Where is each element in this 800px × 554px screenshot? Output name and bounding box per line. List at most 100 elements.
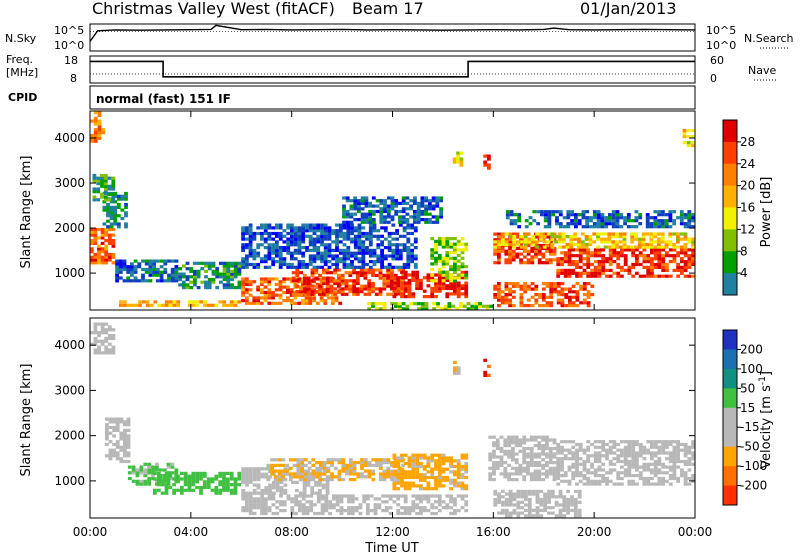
heatmap-cell	[611, 240, 616, 244]
heatmap-cell	[306, 276, 311, 280]
heatmap-cell	[267, 254, 272, 258]
heatmap-cell	[631, 479, 636, 483]
heatmap-cell	[363, 268, 368, 272]
heatmap-cell	[108, 451, 113, 455]
heatmap-cell	[411, 494, 416, 498]
heatmap-cell	[527, 240, 532, 244]
heatmap-cell	[296, 463, 301, 467]
heatmap-cell	[166, 462, 171, 466]
heatmap-cell	[668, 260, 673, 264]
heatmap-cell	[155, 279, 160, 283]
heatmap-cell	[543, 225, 548, 229]
heatmap-cell	[347, 511, 351, 516]
heatmap-cell	[379, 218, 384, 222]
heatmap-cell	[582, 298, 587, 302]
heatmap-cell	[357, 199, 361, 203]
heatmap-cell	[164, 303, 169, 307]
heatmap-cell	[556, 482, 561, 486]
heatmap-cell	[357, 231, 362, 236]
heatmap-cell	[293, 237, 298, 241]
heatmap-cell	[245, 277, 249, 281]
heatmap-cell	[256, 288, 260, 292]
heatmap-cell	[630, 240, 635, 244]
heatmap-cell	[589, 225, 593, 229]
heatmap-cell	[335, 246, 339, 250]
heatmap-cell	[245, 497, 249, 501]
heatmap-cell	[332, 506, 336, 510]
heatmap-cell	[126, 454, 131, 458]
heatmap-cell	[407, 487, 412, 491]
heatmap-cell	[552, 252, 557, 256]
heatmap-cell	[360, 466, 364, 470]
heatmap-cell	[119, 457, 124, 461]
heatmap-cell	[541, 449, 545, 453]
heatmap-cell	[119, 434, 124, 438]
heatmap-cell	[497, 287, 501, 291]
heatmap-cell	[545, 284, 550, 288]
heatmap-cell	[549, 301, 554, 305]
heatmap-cell	[393, 475, 398, 479]
heatmap-cell	[148, 259, 153, 263]
heatmap-cell	[135, 479, 140, 483]
heatmap-cell	[392, 470, 397, 474]
heatmap-cell	[571, 295, 576, 299]
heatmap-cell	[396, 276, 401, 280]
heatmap-cell	[237, 283, 242, 287]
heatmap-cell	[672, 257, 677, 261]
heatmap-cell	[687, 262, 692, 267]
heatmap-cell	[107, 227, 112, 232]
heatmap-cell	[683, 479, 688, 483]
heatmap-cell	[586, 445, 591, 449]
heatmap-cell	[593, 474, 598, 478]
heatmap-cell	[207, 280, 212, 284]
heatmap-cell	[372, 251, 377, 255]
heatmap-cell	[237, 474, 242, 478]
heatmap-cell	[330, 458, 334, 462]
heatmap-cell	[434, 506, 438, 510]
heatmap-cell	[313, 511, 317, 516]
heatmap-cell	[108, 448, 113, 452]
heatmap-cell	[495, 446, 500, 451]
heatmap-cell	[530, 246, 535, 250]
heatmap-cell	[115, 273, 119, 277]
heatmap-cell	[588, 237, 593, 241]
heatmap-cell	[256, 262, 261, 267]
heatmap-cell	[337, 281, 341, 286]
heatmap-cell	[422, 295, 427, 299]
heatmap-cell	[466, 302, 471, 306]
heatmap-cell	[556, 474, 561, 478]
heatmap-cell	[668, 235, 673, 239]
heatmap-cell	[608, 248, 613, 252]
heatmap-cell	[380, 260, 384, 264]
heatmap-cell	[346, 237, 351, 241]
heatmap-cell	[501, 495, 505, 499]
heatmap-cell	[612, 451, 617, 455]
heatmap-cell	[274, 282, 279, 286]
heatmap-cell	[623, 260, 628, 264]
heatmap-cell	[301, 282, 305, 286]
heatmap-cell	[278, 280, 283, 284]
heatmap-cell	[346, 254, 351, 258]
heatmap-cell	[592, 225, 597, 229]
heatmap-cell	[687, 225, 692, 229]
heatmap-cell	[259, 277, 264, 281]
heatmap-cell	[191, 471, 196, 475]
heatmap-cell	[168, 471, 173, 475]
heatmap-cell	[219, 261, 223, 265]
heatmap-cell	[548, 455, 553, 459]
heatmap-cell	[289, 280, 294, 284]
heatmap-cell	[470, 307, 475, 311]
heatmap-cell	[278, 234, 283, 238]
heatmap-cell	[322, 469, 327, 473]
heatmap-cell	[381, 494, 385, 498]
heatmap-cell	[504, 240, 509, 244]
heatmap-cell	[578, 479, 583, 483]
heatmap-cell	[282, 280, 287, 284]
heatmap-cell	[524, 503, 528, 507]
heatmap-cell	[101, 128, 106, 132]
heatmap-cell	[149, 303, 154, 307]
heatmap-cell	[267, 237, 272, 241]
heatmap-cell	[107, 351, 112, 355]
heatmap-cell	[323, 223, 328, 227]
heatmap-cell	[342, 234, 347, 238]
